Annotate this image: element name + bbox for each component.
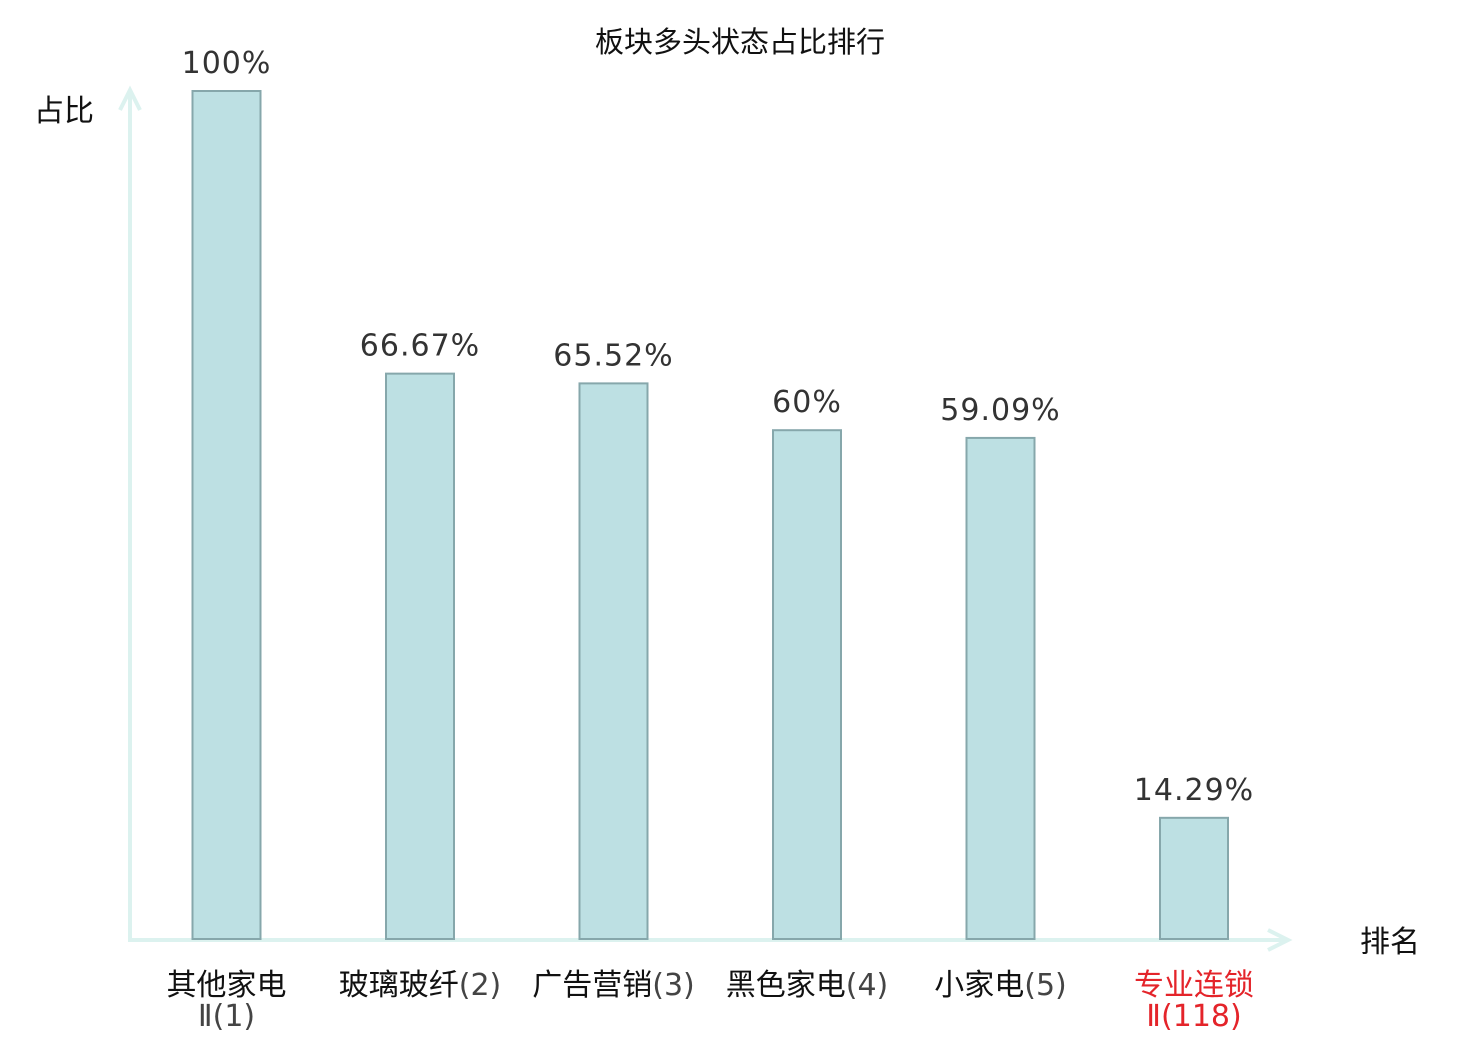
bar [385, 372, 455, 940]
data-label: 60% [772, 385, 842, 420]
bar [1159, 816, 1229, 940]
tick-label: 广告营销(3) [532, 968, 695, 1003]
tick-label-rank: (2) [459, 968, 502, 1003]
tick-label: 小家电(5) [934, 968, 1067, 1003]
chart-title: 板块多头状态占比排行 [595, 25, 885, 59]
tick-label-rank: (3) [652, 968, 695, 1003]
bar [965, 436, 1036, 940]
tick-label: 黑色家电(4) [726, 968, 889, 1003]
y-axis-label: 占比 [34, 94, 94, 129]
tick-label-rank: Ⅱ(1) [198, 999, 255, 1034]
y-axis: 占比 [34, 85, 142, 940]
tick-label-name: 广告营销 [532, 968, 652, 1003]
data-label: 65.52% [553, 338, 673, 373]
bar [191, 90, 262, 940]
x-axis-arrow [1267, 928, 1293, 952]
tick-label: 玻璃玻纤(2) [339, 968, 502, 1003]
tick-label-name: 玻璃玻纤 [339, 968, 459, 1003]
data-label: 66.67% [360, 329, 480, 364]
y-axis-arrow [118, 85, 142, 111]
value-labels: 100% 66.67% 65.52% 60% 59.09% 14.29% [182, 46, 1254, 808]
tick-label-name: 小家电 [934, 968, 1024, 1003]
x-axis: 排名 [128, 925, 1420, 960]
tick-label-rank: Ⅱ(118) [1146, 999, 1241, 1034]
tick-label-name: 黑色家电 [726, 968, 846, 1003]
bar-series [191, 90, 1229, 941]
tick-label-rank: (5) [1024, 968, 1067, 1003]
tick-label-name: 专业连锁 [1134, 968, 1254, 1003]
bar [772, 429, 842, 940]
data-label: 59.09% [940, 393, 1060, 428]
tick-label-name: 其他家电 [167, 968, 287, 1003]
data-label: 100% [182, 46, 272, 81]
x-axis-label: 排名 [1360, 925, 1420, 960]
data-label: 14.29% [1134, 773, 1254, 808]
bar [578, 382, 649, 941]
tick-label-rank: (4) [846, 968, 889, 1003]
